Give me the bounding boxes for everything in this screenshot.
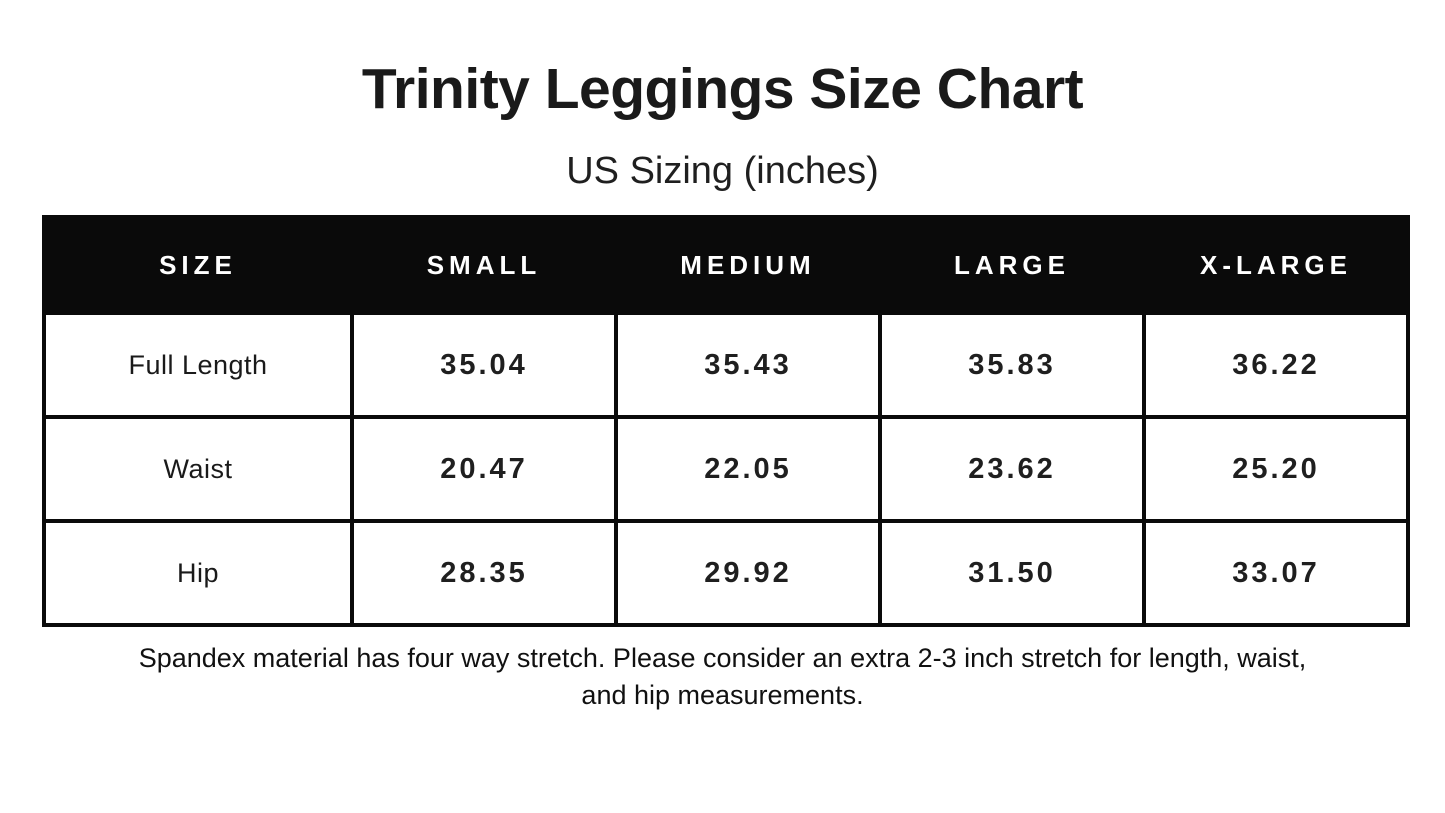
value-full-length-large: 35.83 (882, 315, 1142, 415)
value-hip-medium: 29.92 (618, 523, 878, 623)
value-full-length-small: 35.04 (354, 315, 614, 415)
header-cell-small: SMALL (354, 219, 614, 311)
footnote-line-2: and hip measurements. (581, 680, 864, 710)
value-hip-large: 31.50 (882, 523, 1142, 623)
header-cell-size: SIZE (46, 219, 350, 311)
page-subtitle: US Sizing (inches) (566, 150, 879, 192)
header-cell-x-large: X-LARGE (1146, 219, 1406, 311)
page-title: Trinity Leggings Size Chart (361, 57, 1084, 121)
size-table: SIZE SMALL MEDIUM LARGE X-LARGE Full Len… (42, 215, 1410, 627)
footnote: Spandex material has four way stretch. P… (23, 640, 1423, 714)
row-label-hip: Hip (46, 523, 350, 623)
value-waist-large: 23.62 (882, 419, 1142, 519)
header-cell-medium: MEDIUM (618, 219, 878, 311)
value-waist-medium: 22.05 (618, 419, 878, 519)
value-hip-small: 28.35 (354, 523, 614, 623)
value-full-length-medium: 35.43 (618, 315, 878, 415)
value-full-length-x-large: 36.22 (1146, 315, 1406, 415)
footnote-line-1: Spandex material has four way stretch. P… (138, 643, 1307, 673)
value-hip-x-large: 33.07 (1146, 523, 1406, 623)
header-cell-large: LARGE (882, 219, 1142, 311)
row-label-waist: Waist (46, 419, 350, 519)
value-waist-small: 20.47 (354, 419, 614, 519)
value-waist-x-large: 25.20 (1146, 419, 1406, 519)
row-label-full-length: Full Length (46, 315, 350, 415)
